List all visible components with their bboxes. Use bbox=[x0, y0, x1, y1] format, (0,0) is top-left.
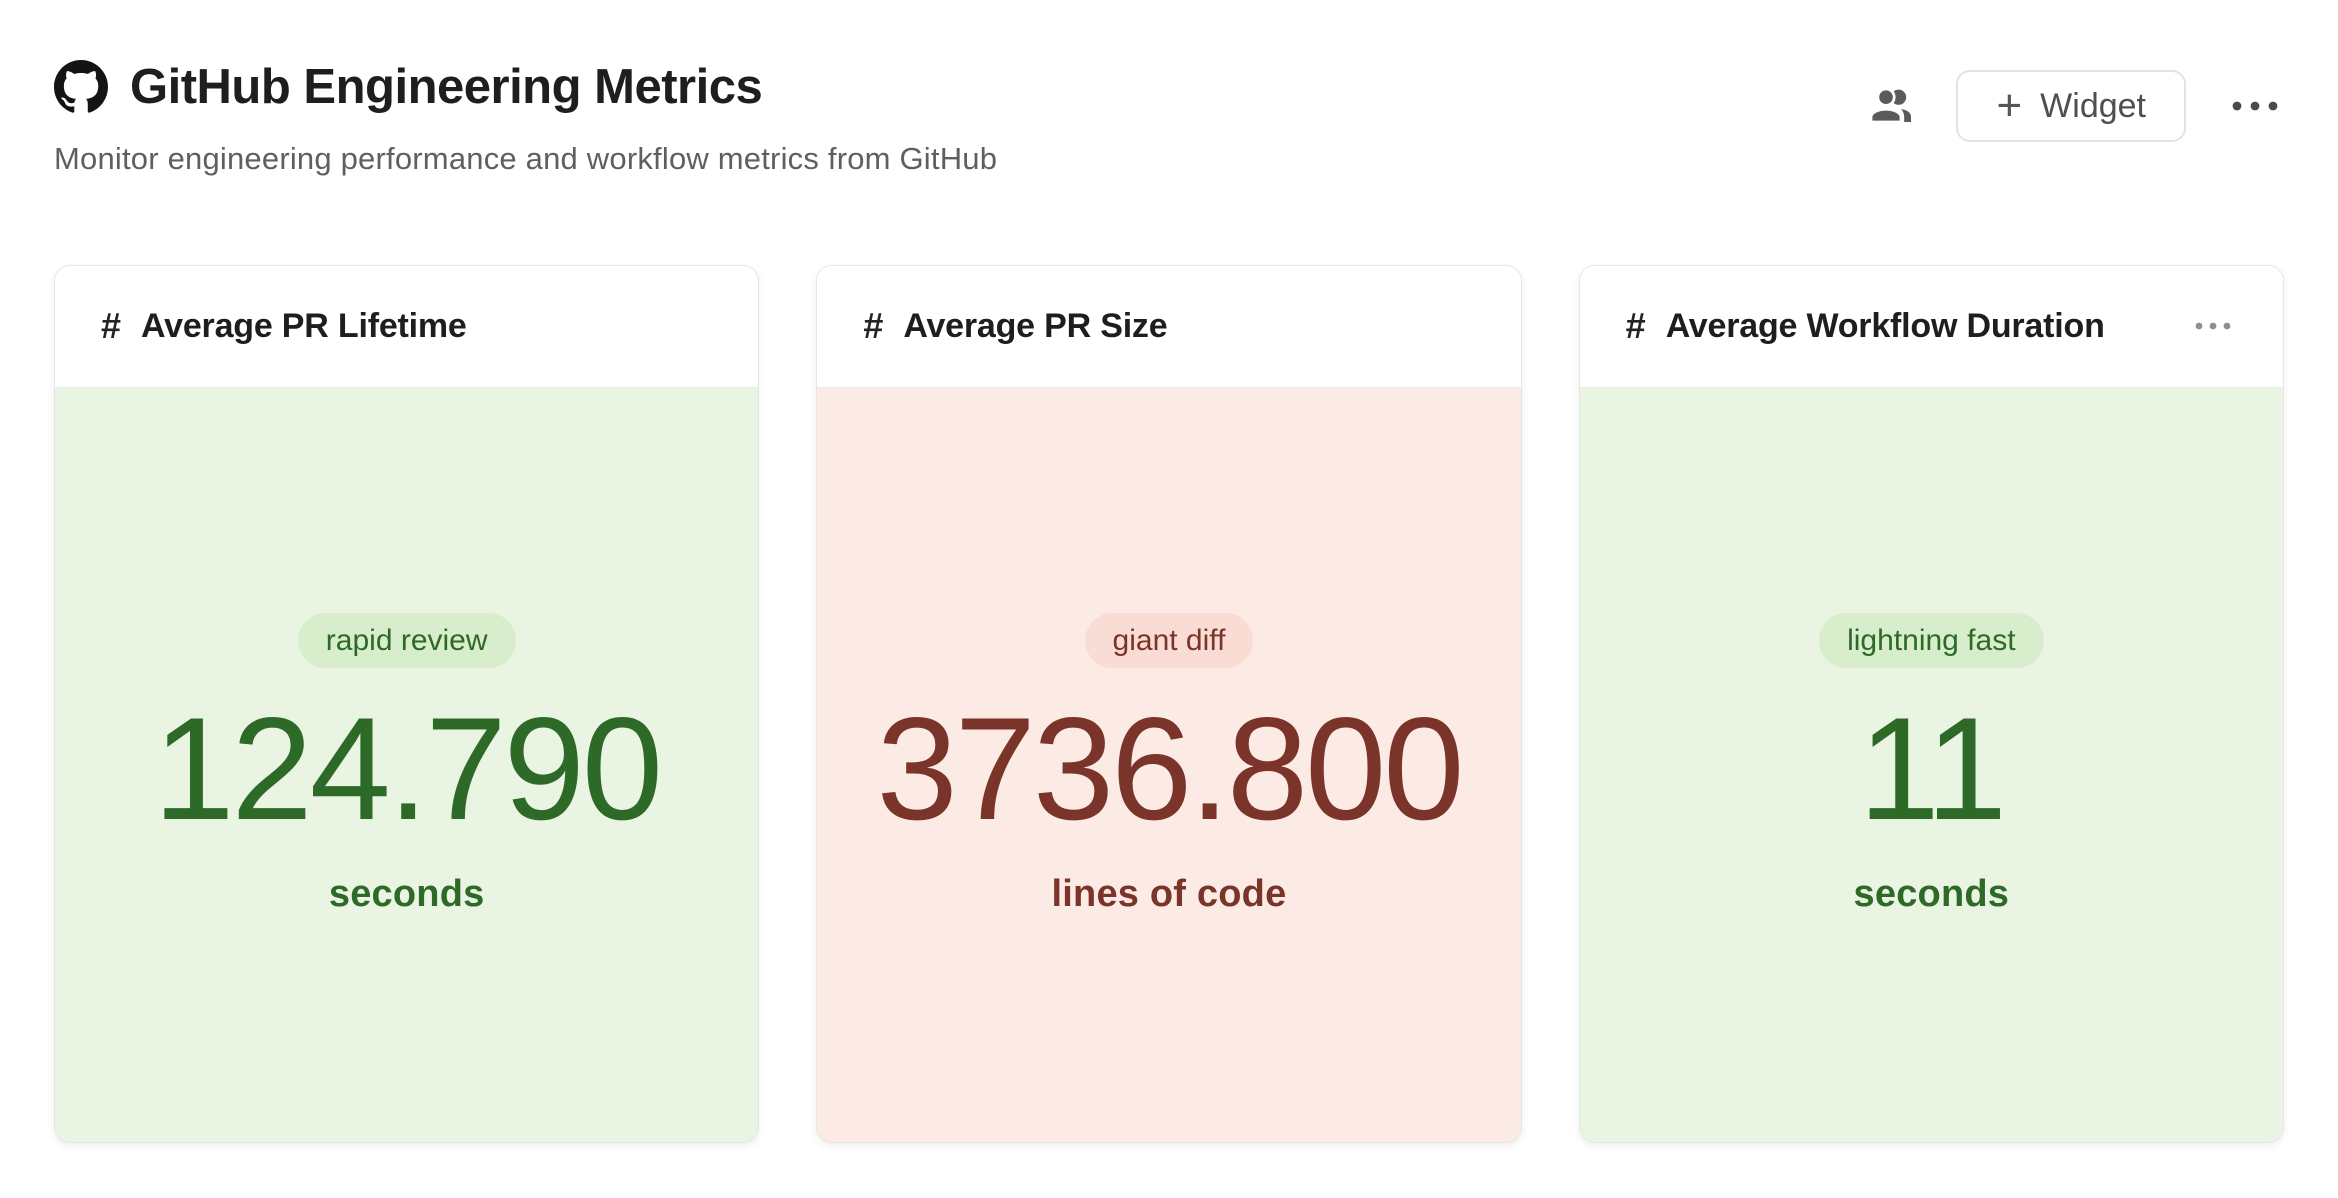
add-widget-button[interactable]: + Widget bbox=[1956, 70, 2186, 142]
metric-unit: seconds bbox=[1853, 873, 2010, 916]
card-more-menu-button[interactable] bbox=[2189, 316, 2237, 336]
ellipsis-icon bbox=[2232, 101, 2278, 111]
widget-card-average-pr-size: # Average PR Size giant diff 3736.800 li… bbox=[816, 264, 1522, 1143]
page-more-menu-button[interactable] bbox=[2226, 95, 2284, 117]
status-badge: giant diff bbox=[1084, 613, 1254, 669]
number-widget-icon: # bbox=[101, 305, 122, 347]
page-header: GitHub Engineering Metrics Monitor engin… bbox=[54, 58, 2284, 177]
card-body: lightning fast 11 seconds bbox=[1579, 387, 2283, 1142]
ellipsis-icon bbox=[2195, 322, 2231, 330]
card-title: Average PR Size bbox=[903, 306, 1168, 345]
card-body: giant diff 3736.800 lines of code bbox=[817, 387, 1521, 1142]
title-line: GitHub Engineering Metrics bbox=[54, 58, 997, 117]
metric-unit: lines of code bbox=[1051, 873, 1287, 916]
status-badge: rapid review bbox=[297, 613, 516, 669]
header-actions: + Widget bbox=[1868, 70, 2284, 142]
widget-button-label: Widget bbox=[2040, 86, 2146, 125]
card-title: Average Workflow Duration bbox=[1665, 306, 2105, 345]
metric-value: 124.790 bbox=[153, 687, 663, 851]
status-badge: lightning fast bbox=[1819, 613, 2044, 669]
card-header: # Average PR Lifetime bbox=[55, 265, 759, 388]
number-widget-icon: # bbox=[863, 305, 884, 347]
metric-unit: seconds bbox=[328, 873, 485, 916]
page-subtitle: Monitor engineering performance and work… bbox=[54, 140, 998, 176]
card-header: # Average Workflow Duration bbox=[1579, 265, 2283, 388]
widget-card-average-pr-lifetime: # Average PR Lifetime rapid review 124.7… bbox=[54, 264, 760, 1143]
people-icon[interactable] bbox=[1868, 82, 1916, 130]
title-block: GitHub Engineering Metrics Monitor engin… bbox=[54, 58, 997, 177]
card-body: rapid review 124.790 seconds bbox=[55, 387, 759, 1142]
number-widget-icon: # bbox=[1625, 305, 1646, 347]
plus-icon: + bbox=[1996, 81, 2023, 130]
metric-value: 11 bbox=[1858, 687, 2008, 851]
widgets-row: # Average PR Lifetime rapid review 124.7… bbox=[54, 264, 2284, 1143]
card-title: Average PR Lifetime bbox=[141, 306, 467, 345]
github-logo-icon bbox=[54, 60, 108, 114]
widget-card-average-workflow-duration: # Average Workflow Duration lightning fa… bbox=[1578, 264, 2284, 1143]
page-title: GitHub Engineering Metrics bbox=[130, 60, 763, 114]
metric-value: 3736.800 bbox=[876, 687, 1465, 851]
card-header: # Average PR Size bbox=[817, 265, 1521, 388]
